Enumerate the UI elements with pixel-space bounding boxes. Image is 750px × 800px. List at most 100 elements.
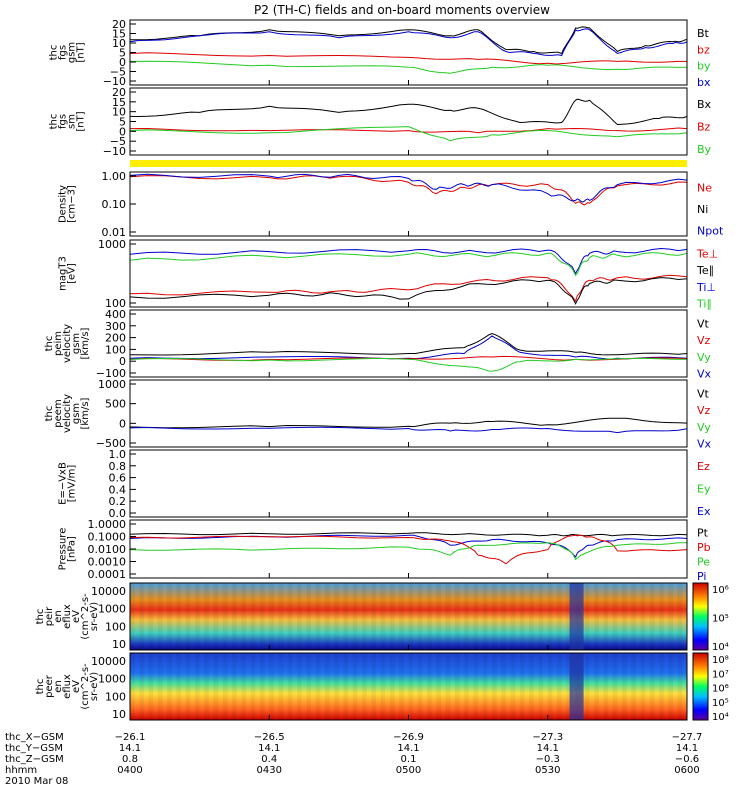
spectrogram-texture — [157, 583, 163, 650]
ytick-fgs_gsm-3: 5 — [119, 47, 126, 60]
spectrogram-texture — [380, 653, 386, 720]
legend-mag_t-Te⊥: Te⊥ — [696, 247, 718, 260]
ylabel-peir_en_eflux-0: thc — [35, 609, 46, 625]
spectrogram-texture — [482, 653, 488, 720]
spectrogram-texture — [389, 583, 395, 650]
spectrogram-texture — [148, 653, 154, 720]
legend-peim_velocity-Vy: Vy — [697, 351, 711, 364]
ylabel-mag_t-0: magT3 — [58, 256, 69, 291]
series-fgs_gsm-bz — [129, 52, 687, 65]
legend-peem_velocity-Vz: Vz — [697, 404, 711, 417]
spectrogram-texture — [343, 653, 349, 720]
series-mag_t-Te⊥ — [129, 274, 688, 303]
spectrogram-feature — [569, 653, 584, 720]
series-pressure-Pi — [129, 534, 688, 558]
series-fgs_sm-By — [129, 126, 688, 142]
spectrogram-texture — [204, 583, 209, 650]
spectrogram-texture — [519, 583, 525, 650]
legend-pressure-Pe: Pe — [697, 555, 710, 568]
xaxis-value-2-4: −0.6 — [675, 754, 699, 765]
colorbar-peir_en_eflux — [692, 582, 709, 651]
spectrogram-texture — [427, 583, 432, 650]
spectrogram-texture — [167, 583, 172, 650]
legend-peem_velocity-Vt: Vt — [697, 387, 710, 400]
legend-density-Ne: Ne — [697, 182, 712, 195]
colorbar-tick-peir_en_eflux-1: 10⁵ — [712, 614, 729, 625]
xaxis-value-1-1: 14.1 — [258, 743, 280, 754]
spectrogram-texture — [389, 653, 395, 720]
xaxis-value-1-4: 14.1 — [676, 743, 698, 754]
spectrogram-texture — [176, 653, 182, 720]
spectrogram-texture — [538, 583, 544, 650]
ylabel-density-1: [cm−3] — [67, 185, 78, 223]
spectrogram-texture — [362, 583, 367, 650]
spectrogram-texture — [352, 653, 358, 720]
xaxis-value-1-0: 14.1 — [119, 743, 141, 754]
xaxis-value-0-3: −27.3 — [532, 732, 563, 743]
series-pressure-Pe — [129, 542, 687, 561]
spectrogram-feature — [569, 583, 584, 650]
date-label: 2010 Mar 08 — [5, 776, 68, 787]
spectrogram-texture — [584, 653, 590, 720]
ytick-peir_en_eflux-1: 1000 — [98, 603, 126, 616]
spectrogram-texture — [547, 653, 553, 720]
spectrogram-texture — [408, 583, 414, 650]
ylabel-peem_velocity-4: [km/s] — [80, 397, 91, 429]
spectrogram-texture — [668, 653, 674, 720]
xaxis-row-label-0: thc_X−GSM — [5, 732, 64, 743]
spectrogram-texture — [566, 583, 571, 650]
spectrogram-texture — [259, 653, 265, 720]
spectrogram-texture — [167, 653, 172, 720]
spectrogram-texture — [659, 583, 664, 650]
ytick-fgs_gsm-0: 20 — [112, 18, 126, 31]
spectrogram-texture — [519, 653, 525, 720]
chart-title: P2 (TH-C) fields and on-board moments ov… — [254, 3, 550, 17]
legend-peem_velocity-Vy: Vy — [697, 421, 711, 434]
legend-mag_t-Te∥: Te∥ — [696, 264, 714, 277]
ytick-density-1: 0.10 — [102, 198, 127, 211]
xaxis-value-1-2: 14.1 — [397, 743, 419, 754]
xaxis-value-2-3: −0.3 — [536, 754, 560, 765]
series-density-Npot — [129, 173, 688, 203]
spectrogram-texture — [241, 583, 247, 650]
ytick-fgs_sm-4: 0 — [119, 125, 126, 138]
ytick-e_vxb-1: 0.8 — [109, 460, 127, 473]
series-peim_velocity-Vy — [129, 357, 688, 372]
xaxis-value-2-0: 0.8 — [122, 754, 138, 765]
spectrogram-texture — [622, 653, 627, 720]
ylabel-peim_velocity-0: thc — [44, 336, 55, 352]
spectrogram-texture — [529, 583, 534, 650]
panel-e_vxb: 1.00.80.60.40.20.0 E=−VxB[mV/m] Ez Ey Ex — [58, 448, 711, 520]
xaxis-value-3-2: 0500 — [396, 765, 421, 776]
spectrogram-texture — [668, 583, 674, 650]
ytick-peim_velocity-4: 0 — [119, 355, 126, 368]
spectrogram-texture — [185, 653, 191, 720]
ytick-e_vxb-0: 1.0 — [109, 448, 127, 461]
spectrogram-texture — [482, 583, 488, 650]
spectrogram-texture — [315, 583, 321, 650]
spectrogram-texture — [185, 583, 191, 650]
spectrogram-texture — [399, 583, 404, 650]
legend-e_vxb-Ey: Ey — [697, 483, 711, 496]
spectrogram-texture — [139, 583, 144, 650]
spectrogram-texture — [287, 583, 293, 650]
ytick-fgs_sm-0: 20 — [112, 86, 126, 99]
panel-peir_en_eflux: 10000 1000 100 10 10⁶ 10⁵ 10⁴ thcpeirenefluxeV(… — [35, 582, 729, 653]
spectrogram-texture — [213, 653, 219, 720]
ylabel-peer_en_eflux-5: (cm^2-s- — [80, 663, 91, 710]
spectrogram-texture — [436, 583, 441, 650]
legend-mag_t-Ti∥: Ti∥ — [696, 298, 712, 311]
ytick-fgs_gsm-4: 0 — [119, 56, 126, 69]
panel-frame — [129, 309, 688, 378]
spectrogram-texture — [510, 653, 516, 720]
ytick-peir_en_eflux-0: 10000 — [91, 585, 126, 598]
spectrogram-texture — [241, 653, 247, 720]
spectrogram-texture — [492, 583, 497, 650]
spectrogram-texture — [464, 653, 469, 720]
series-fgs_gsm-by — [129, 60, 688, 74]
spectrogram-texture — [287, 653, 293, 720]
